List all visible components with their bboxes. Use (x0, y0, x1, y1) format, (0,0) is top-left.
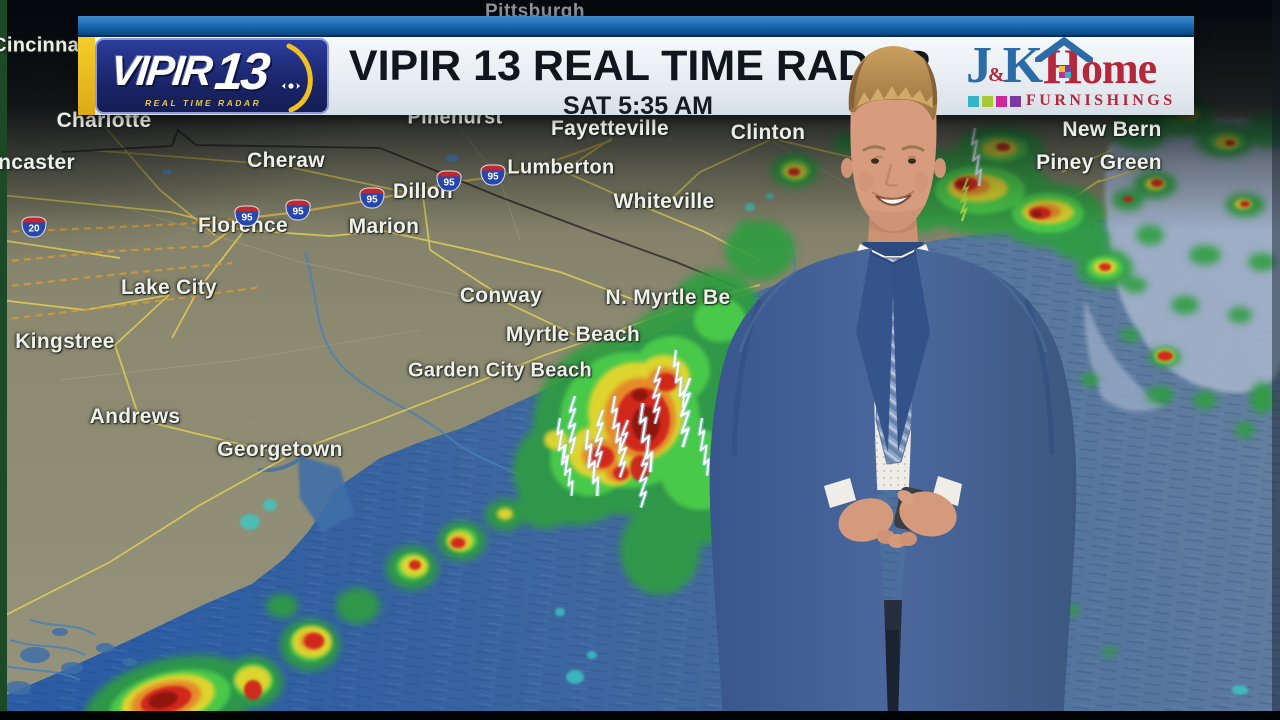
letterbox-bar (0, 711, 1280, 720)
station-logo: VIPIR 13 REAL TIME RADAR (95, 38, 329, 114)
station-logo-tagline: REAL TIME RADAR (145, 98, 262, 108)
banner-title: VIPIR 13 REAL TIME RADAR (348, 42, 932, 90)
station-logo-name: VIPIR (108, 47, 214, 94)
sponsor-furnishings: FURNISHINGS (1026, 92, 1176, 109)
sponsor-color-swatches (968, 95, 1021, 107)
left-edge-artifact (0, 0, 7, 720)
radar-title-banner: VIPIR 13 REAL TIME RADAR VIPIR 13 REAL T… (78, 16, 1194, 120)
right-edge-artifact (1272, 0, 1280, 720)
banner-accent-bar (78, 37, 95, 115)
sponsor-letter-j: J (966, 37, 992, 94)
sponsor-logo: J & K Home FURNISHINGS (966, 36, 1186, 114)
station-logo-number: 13 (211, 43, 270, 101)
logo-arc-swoosh (286, 43, 313, 112)
cbs-eye-icon (282, 80, 300, 92)
sponsor-window-icon (1059, 66, 1072, 78)
banner-blue-strip (78, 16, 1194, 37)
sponsor-letter-k: K (1002, 37, 1043, 94)
sponsor-home-rest: ome (1081, 44, 1157, 93)
sponsor-roof-icon (1035, 36, 1094, 62)
sponsor-ampersand: & (988, 64, 1005, 86)
banner-timestamp: SAT 5:35 AM (562, 92, 714, 120)
